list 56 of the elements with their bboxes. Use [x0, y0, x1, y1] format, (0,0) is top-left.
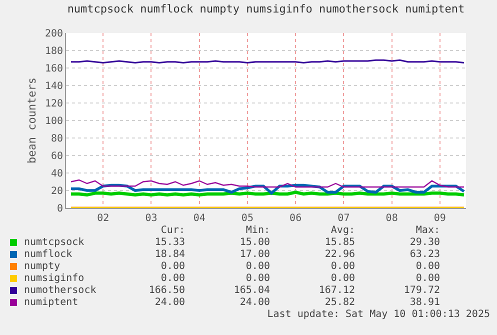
text: 15.33: [154, 237, 185, 248]
y-tick-label: 140: [44, 81, 63, 92]
y-axis-title: bean counters: [26, 77, 39, 164]
text: 22.96: [324, 249, 355, 260]
y-tick-label: 100: [44, 116, 63, 127]
text: 17.00: [238, 249, 270, 260]
text: 179.72: [402, 285, 440, 296]
text: 0.00: [330, 261, 355, 272]
text: 38.91: [408, 297, 440, 308]
x-tick-label: 09: [434, 213, 446, 224]
text: 167.12: [318, 285, 355, 296]
text: 0.00: [414, 273, 440, 284]
text: 63.23: [408, 249, 440, 260]
text: Min:: [244, 225, 270, 236]
x-tick-label: 04: [193, 213, 206, 224]
text: 18.84: [154, 249, 185, 260]
y-tick-label: 180: [44, 46, 63, 57]
text: 29.30: [408, 237, 440, 248]
legend-label: numtcpsock: [24, 237, 84, 248]
y-tick-label: 120: [44, 98, 63, 110]
x-tick-label: 07: [338, 213, 350, 224]
y-tick-label: 200: [44, 28, 63, 40]
y-tick-label: 160: [44, 64, 63, 74]
text: 24.00: [238, 297, 270, 308]
y-tick-label: 80: [50, 134, 63, 144]
x-tick-label: 05: [241, 213, 254, 224]
text: 24.00: [154, 297, 185, 308]
text: Last update: Sat May 10 01:00:13 2025: [266, 309, 490, 320]
text: 25.82: [324, 297, 355, 308]
legend-label: numsiginfo: [24, 273, 84, 284]
text: 15.00: [238, 237, 270, 248]
y-tick-label: 60: [50, 151, 63, 162]
legend-label: numothersock: [24, 285, 96, 296]
x-tick-label: 03: [145, 213, 158, 224]
text: 165.04: [232, 285, 270, 296]
y-tick-label: 20: [50, 186, 63, 197]
x-tick-label: 08: [386, 213, 398, 224]
text: Avg:: [330, 225, 355, 236]
text: 15.85: [324, 237, 355, 248]
text: Cur:: [160, 225, 185, 236]
text: Max:: [414, 225, 440, 236]
text: 0.00: [414, 261, 440, 272]
legend-label: numpty: [24, 261, 60, 272]
x-tick-label: 02: [97, 213, 110, 224]
text: 0.00: [160, 261, 185, 272]
chart-title: numtcpsock numflock numpty numsiginfo numothersock numiptent: [67, 2, 465, 16]
text: 166.50: [148, 285, 185, 296]
text: 0.00: [330, 273, 355, 284]
text: 0.00: [244, 273, 270, 284]
text: 0.00: [244, 261, 270, 272]
text: 0.00: [160, 273, 185, 284]
y-tick-label: 0: [56, 204, 63, 214]
legend-label: numiptent: [24, 297, 78, 308]
legend-label: numflock: [24, 249, 72, 260]
y-tick-label: 40: [50, 168, 63, 180]
x-tick-label: 06: [290, 213, 302, 224]
